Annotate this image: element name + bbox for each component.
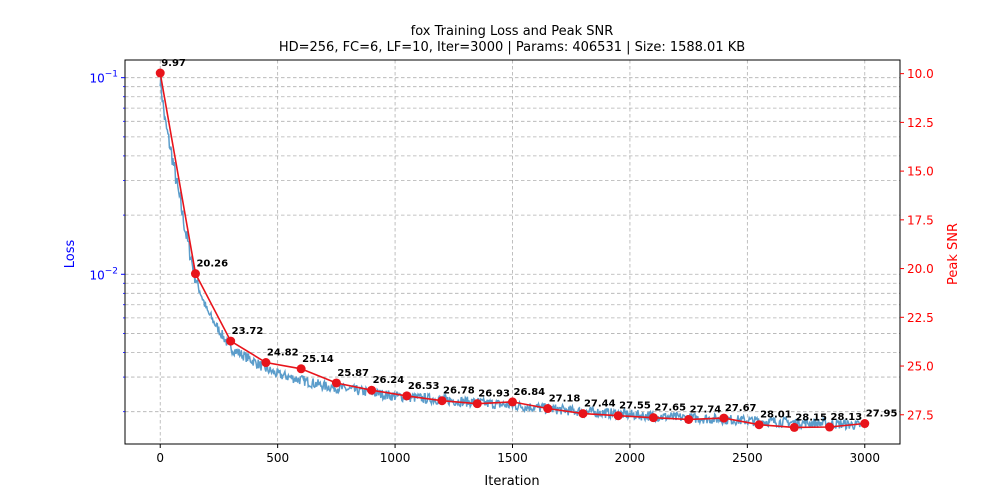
psnr-point <box>156 69 165 78</box>
right-axis-label: Peak SNR <box>946 223 961 285</box>
x-tick-label: 3000 <box>849 451 880 465</box>
right-tick-label: 25.0 <box>907 360 934 374</box>
left-tick-base: 10 <box>89 268 104 282</box>
psnr-point <box>438 396 447 405</box>
chart-subtitle: HD=256, FC=6, LF=10, Iter=3000 | Params:… <box>279 40 745 55</box>
psnr-point <box>755 420 764 429</box>
right-tick-label: 27.5 <box>907 408 934 422</box>
psnr-point-label: 24.82 <box>267 348 299 359</box>
left-tick-base: 10 <box>89 72 104 86</box>
psnr-point-label: 27.95 <box>866 409 898 420</box>
psnr-point <box>614 411 623 420</box>
psnr-point-label: 26.53 <box>408 381 440 392</box>
psnr-point-label: 25.87 <box>337 368 369 379</box>
psnr-point <box>226 337 235 346</box>
right-tick-label: 12.5 <box>907 116 934 130</box>
x-tick-label: 1500 <box>497 451 528 465</box>
psnr-point <box>790 423 799 432</box>
psnr-point <box>261 358 270 367</box>
psnr-point-label: 27.65 <box>654 403 686 414</box>
psnr-point-label: 27.44 <box>584 399 616 410</box>
psnr-point-label: 26.93 <box>478 389 510 400</box>
psnr-point <box>543 404 552 413</box>
psnr-point <box>473 399 482 408</box>
x-tick-label: 2500 <box>732 451 763 465</box>
right-tick-label: 17.5 <box>907 213 934 227</box>
psnr-point <box>191 269 200 278</box>
left-tick-exponent: −1 <box>105 70 118 80</box>
right-tick-label: 22.5 <box>907 311 934 325</box>
right-tick-label: 10.0 <box>907 67 934 81</box>
psnr-point-label: 25.14 <box>302 354 334 365</box>
psnr-point <box>825 423 834 432</box>
chart: fox Training Loss and Peak SNR HD=256, F… <box>0 0 1000 500</box>
psnr-point-label: 26.84 <box>514 387 546 398</box>
x-tick-label: 2000 <box>615 451 646 465</box>
psnr-point-label: 27.67 <box>725 403 757 414</box>
psnr-point <box>402 391 411 400</box>
left-tick-exponent: −2 <box>105 266 118 276</box>
left-axis-label: Loss <box>63 240 78 269</box>
psnr-point <box>649 413 658 422</box>
psnr-point <box>578 409 587 418</box>
right-tick-label: 15.0 <box>907 165 934 179</box>
x-tick-label: 0 <box>156 451 164 465</box>
x-tick-label: 500 <box>266 451 289 465</box>
right-tick-label: 20.0 <box>907 262 934 276</box>
psnr-point-label: 27.18 <box>549 394 581 405</box>
psnr-point-label: 26.78 <box>443 386 475 397</box>
psnr-point <box>684 415 693 424</box>
psnr-point-label: 20.26 <box>196 259 228 270</box>
x-tick-label: 1000 <box>380 451 411 465</box>
psnr-point-label: 26.24 <box>373 375 405 386</box>
psnr-point <box>367 386 376 395</box>
psnr-point-label: 27.74 <box>690 404 722 415</box>
psnr-point-label: 28.13 <box>831 412 863 423</box>
chart-title: fox Training Loss and Peak SNR <box>411 24 614 39</box>
psnr-point-label: 23.72 <box>232 326 264 337</box>
psnr-point <box>332 378 341 387</box>
x-axis-label: Iteration <box>484 474 539 489</box>
psnr-point-label: 27.55 <box>619 401 651 412</box>
psnr-point <box>297 364 306 373</box>
psnr-point-label: 28.01 <box>760 410 792 421</box>
psnr-point-label: 28.15 <box>795 412 827 423</box>
